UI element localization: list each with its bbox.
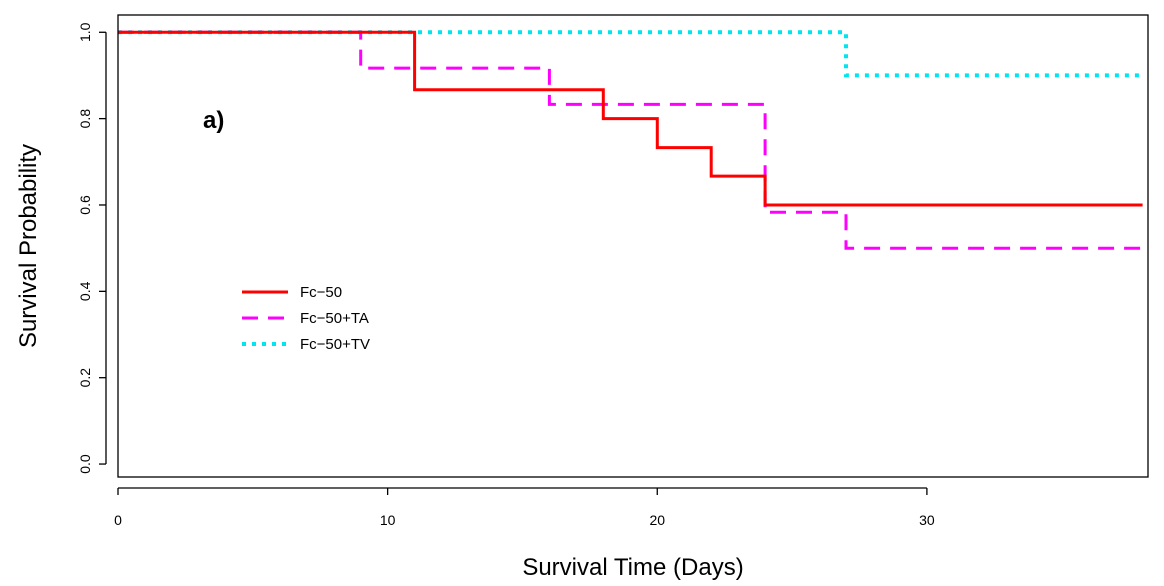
y-axis-title: Survival Probability (15, 144, 42, 348)
panel-label: a) (203, 107, 224, 134)
series-line-2 (118, 30, 1143, 250)
legend-label-2: Fc−50+TA (300, 310, 369, 327)
x-tick-label: 30 (919, 512, 935, 528)
x-tick-label: 20 (649, 512, 665, 528)
y-tick-label: 1.0 (77, 22, 93, 42)
series-line-1 (118, 30, 1143, 207)
series-lines-group (118, 30, 1143, 250)
x-tick-label: 10 (380, 512, 396, 528)
legend-label-3: Fc−50+TV (300, 336, 370, 353)
y-tick-label: 0.4 (77, 281, 93, 301)
legend-label-1: Fc−50 (300, 284, 342, 301)
plot-frame (117, 14, 1149, 478)
x-axis-title: Survival Time (Days) (522, 554, 743, 581)
axes-group: 0 10 20 30 0.0 0.2 0.4 0.6 0.8 1.0 (77, 22, 935, 528)
y-tick-label: 0.2 (77, 368, 93, 388)
series-line-3 (118, 30, 1143, 78)
legend: Fc−50 Fc−50+TA Fc−50+TV (242, 284, 370, 353)
x-tick-label: 0 (114, 512, 122, 528)
y-tick-label: 0.6 (77, 195, 93, 215)
y-tick-label: 0.8 (77, 109, 93, 129)
y-tick-label: 0.0 (77, 454, 93, 474)
